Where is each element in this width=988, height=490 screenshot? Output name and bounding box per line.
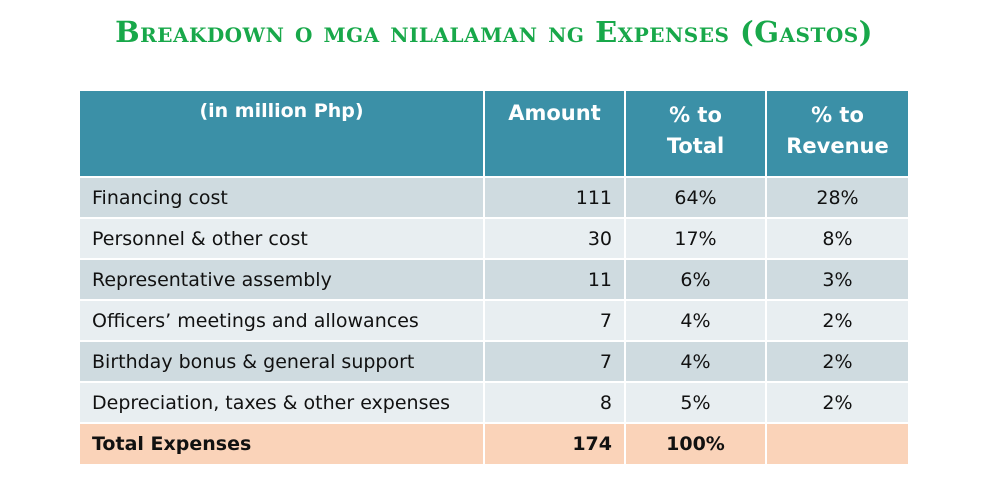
- slide-title: Breakdown o mga nilalaman ng Expenses (G…: [115, 15, 873, 49]
- row-pct-total: 4%: [625, 341, 767, 383]
- row-pct-revenue: 3%: [766, 259, 908, 301]
- table-row: Depreciation, taxes & other expenses 8 5…: [80, 382, 908, 424]
- row-label: Birthday bonus & general support: [80, 341, 485, 383]
- row-label: Depreciation, taxes & other expenses: [80, 382, 485, 424]
- row-pct-revenue: 28%: [766, 177, 908, 219]
- row-label: Representative assembly: [80, 259, 485, 301]
- row-amount: 111: [484, 177, 626, 219]
- header-pct-total-line2: Total: [666, 134, 725, 158]
- row-pct-total: 4%: [625, 300, 767, 342]
- row-label: Officers’ meetings and allowances: [80, 300, 485, 342]
- row-pct-revenue: 2%: [766, 300, 908, 342]
- header-pct-total: % to Total: [625, 91, 767, 178]
- row-pct-total: 17%: [625, 218, 767, 260]
- total-amount: 174: [484, 423, 626, 464]
- total-row: Total Expenses 174 100%: [80, 423, 908, 464]
- header-label: (in million Php): [80, 91, 485, 178]
- row-label: Financing cost: [80, 177, 485, 219]
- table-header-row: (in million Php) Amount % to Total % to …: [80, 91, 908, 178]
- header-pct-revenue-line2: Revenue: [786, 134, 889, 158]
- total-pct-total: 100%: [625, 423, 767, 464]
- row-amount: 30: [484, 218, 626, 260]
- row-amount: 11: [484, 259, 626, 301]
- table-row: Birthday bonus & general support 7 4% 2%: [80, 341, 908, 383]
- header-amount: Amount: [484, 91, 626, 178]
- header-pct-revenue-line1: % to: [811, 103, 864, 127]
- total-pct-revenue: [766, 423, 908, 464]
- row-label: Personnel & other cost: [80, 218, 485, 260]
- row-amount: 7: [484, 300, 626, 342]
- table-row: Personnel & other cost 30 17% 8%: [80, 218, 908, 260]
- row-amount: 7: [484, 341, 626, 383]
- row-pct-revenue: 2%: [766, 382, 908, 424]
- total-label: Total Expenses: [80, 423, 485, 464]
- table-row: Financing cost 111 64% 28%: [80, 177, 908, 219]
- expenses-table: (in million Php) Amount % to Total % to …: [80, 91, 908, 464]
- row-pct-total: 5%: [625, 382, 767, 424]
- header-pct-revenue: % to Revenue: [766, 91, 908, 178]
- row-pct-revenue: 8%: [766, 218, 908, 260]
- header-amount-text: Amount: [508, 101, 601, 125]
- row-pct-total: 6%: [625, 259, 767, 301]
- row-pct-total: 64%: [625, 177, 767, 219]
- row-amount: 8: [484, 382, 626, 424]
- table-row: Representative assembly 11 6% 3%: [80, 259, 908, 301]
- row-pct-revenue: 2%: [766, 341, 908, 383]
- header-label-text: (in million Php): [199, 100, 364, 122]
- table-row: Officers’ meetings and allowances 7 4% 2…: [80, 300, 908, 342]
- header-pct-total-line1: % to: [669, 103, 722, 127]
